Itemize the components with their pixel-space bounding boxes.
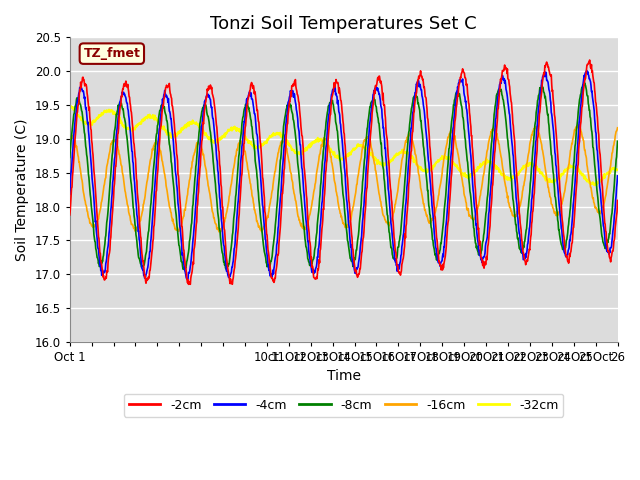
Line: -2cm: -2cm [70, 60, 618, 284]
-32cm [354, 142, 362, 147]
-16cm [304, 222, 312, 228]
-2cm [304, 214, 312, 220]
-2cm [138, 254, 146, 260]
-4cm [158, 105, 166, 110]
-16cm [138, 209, 146, 215]
Line: -32cm: -32cm [70, 105, 618, 185]
-4cm [66, 191, 74, 197]
-4cm [354, 264, 362, 270]
-8cm [304, 256, 312, 262]
-32cm [365, 146, 373, 152]
-4cm [304, 239, 312, 244]
-16cm [158, 158, 166, 164]
Line: -16cm: -16cm [70, 125, 618, 232]
-4cm [365, 123, 373, 129]
Y-axis label: Soil Temperature (C): Soil Temperature (C) [15, 119, 29, 261]
Line: -8cm: -8cm [70, 83, 618, 269]
-32cm [158, 125, 166, 131]
-16cm [575, 122, 583, 128]
-8cm [580, 80, 588, 85]
-32cm [138, 117, 146, 122]
-4cm [138, 266, 146, 272]
-2cm [365, 146, 373, 152]
-2cm [66, 212, 74, 218]
-16cm [215, 229, 223, 235]
-4cm [251, 111, 259, 117]
-32cm [66, 102, 74, 108]
-8cm [251, 149, 259, 155]
-32cm [303, 145, 311, 151]
X-axis label: Time: Time [326, 370, 360, 384]
-16cm [251, 207, 259, 213]
Title: Tonzi Soil Temperatures Set C: Tonzi Soil Temperatures Set C [211, 15, 477, 33]
Legend: -2cm, -4cm, -8cm, -16cm, -32cm: -2cm, -4cm, -8cm, -16cm, -32cm [124, 394, 563, 417]
-16cm [365, 137, 373, 143]
-16cm [66, 137, 74, 143]
Line: -4cm: -4cm [70, 71, 618, 279]
-8cm [354, 235, 362, 241]
-2cm [158, 110, 166, 116]
Text: TZ_fmet: TZ_fmet [83, 47, 140, 60]
-8cm [365, 109, 373, 115]
-32cm [614, 167, 621, 173]
-8cm [66, 155, 74, 160]
-4cm [583, 68, 591, 73]
-4cm [184, 276, 191, 282]
-2cm [586, 57, 593, 63]
-16cm [614, 125, 621, 131]
-32cm [250, 145, 258, 151]
-2cm [354, 273, 362, 279]
-8cm [158, 102, 166, 108]
-2cm [251, 89, 259, 95]
-2cm [614, 198, 621, 204]
-2cm [185, 281, 193, 287]
-8cm [180, 266, 188, 272]
-8cm [614, 138, 621, 144]
-8cm [138, 263, 146, 269]
-4cm [614, 173, 621, 179]
-16cm [354, 173, 362, 179]
-32cm [591, 182, 599, 188]
